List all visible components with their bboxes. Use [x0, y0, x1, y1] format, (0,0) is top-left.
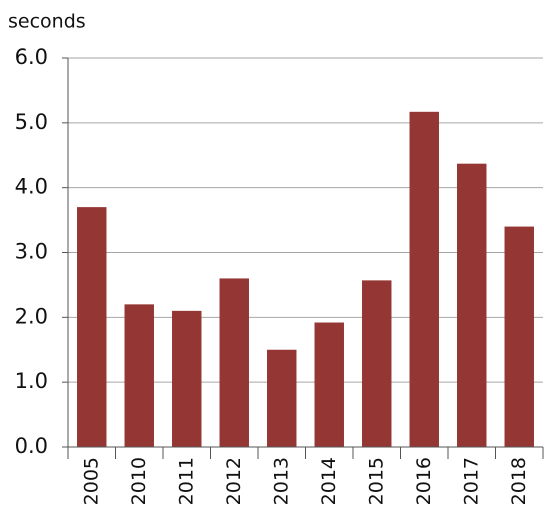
bar — [409, 111, 439, 447]
y-axis-label: seconds — [8, 11, 86, 33]
y-tick-label: 1.0 — [15, 369, 48, 393]
y-tick-label: 3.0 — [15, 240, 48, 264]
bar — [124, 304, 154, 447]
y-tick-label: 2.0 — [15, 304, 48, 328]
y-tick-label: 4.0 — [15, 175, 48, 199]
x-tick-label: 2017 — [460, 457, 482, 505]
bar — [77, 207, 107, 447]
x-tick-label: 2015 — [365, 457, 387, 505]
x-tick-label: 2011 — [175, 457, 197, 505]
bar — [504, 226, 534, 447]
bar — [457, 163, 487, 447]
x-tick-label: 2018 — [508, 457, 530, 505]
bar — [362, 280, 392, 447]
bar — [172, 310, 202, 447]
x-tick-label: 2012 — [223, 457, 245, 505]
bar — [314, 322, 344, 447]
x-tick-label: 2014 — [318, 457, 340, 505]
x-tick-label: 2013 — [270, 457, 292, 505]
x-tick-label: 2005 — [80, 457, 102, 505]
y-tick-label: 0.0 — [15, 434, 48, 458]
x-tick-label: 2010 — [128, 457, 150, 505]
x-tick-label: 2016 — [413, 457, 435, 505]
bar — [267, 349, 297, 447]
y-tick-label: 5.0 — [15, 110, 48, 134]
bar — [219, 278, 249, 447]
y-tick-label: 6.0 — [15, 45, 48, 69]
